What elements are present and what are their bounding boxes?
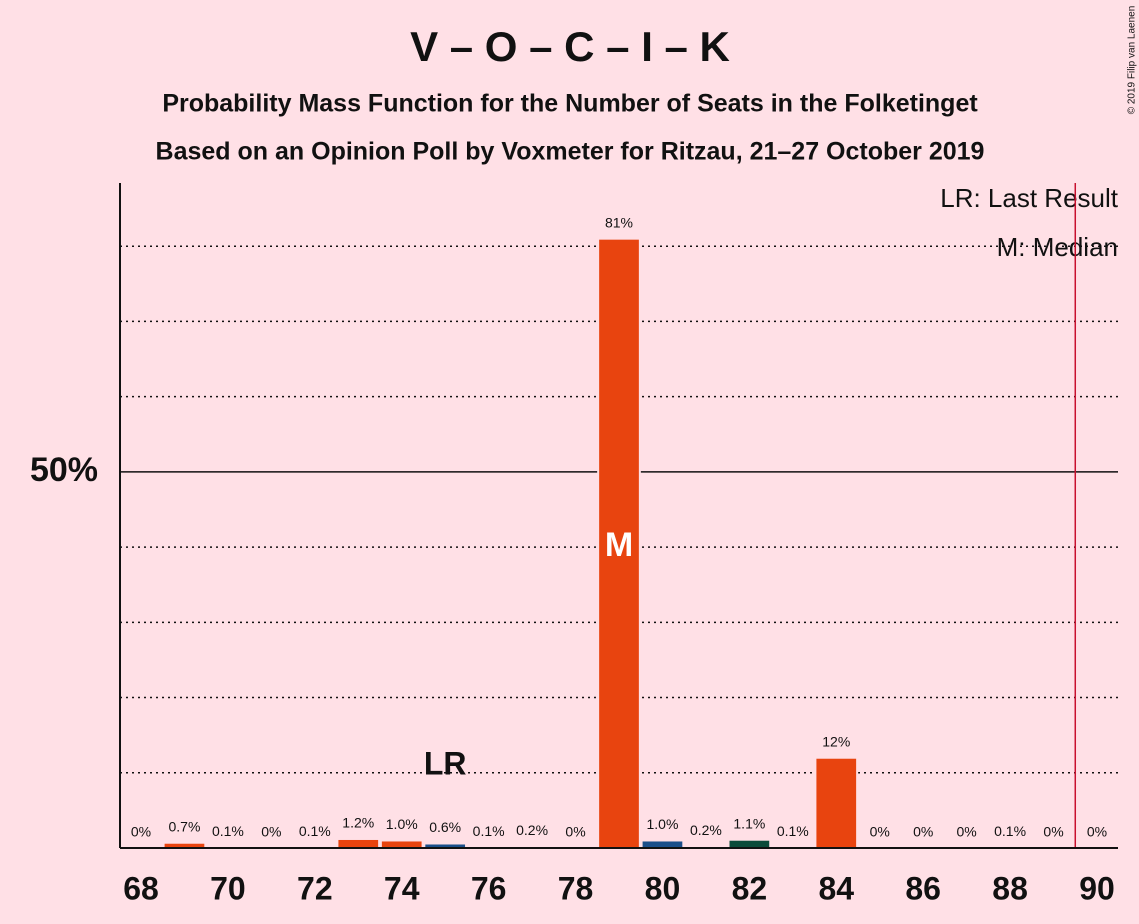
subtitle: Probability Mass Function for the Number… — [162, 90, 978, 118]
value-label: 1.1% — [733, 815, 765, 831]
x-tick-label: 86 — [905, 870, 941, 906]
value-label: 0.2% — [516, 822, 548, 838]
value-label: 0.1% — [777, 823, 809, 839]
value-label: 0% — [913, 824, 933, 840]
value-label: 0% — [870, 824, 890, 840]
x-tick-label: 84 — [818, 870, 854, 906]
value-label: 0% — [131, 824, 151, 840]
bar — [597, 237, 641, 849]
value-label: 0% — [1043, 824, 1063, 840]
subtitle: Based on an Opinion Poll by Voxmeter for… — [156, 138, 985, 166]
value-label: 1.0% — [646, 816, 678, 832]
x-tick-label: 80 — [645, 870, 681, 906]
chart-title: V – O – C – I – K — [410, 23, 730, 70]
value-label: 0.1% — [473, 823, 505, 839]
bar — [379, 839, 424, 849]
x-tick-label: 72 — [297, 870, 333, 906]
value-label: 0% — [957, 824, 977, 840]
value-label: 1.2% — [342, 815, 374, 831]
x-tick-label: 88 — [992, 870, 1028, 906]
legend-entry: LR: Last Result — [940, 183, 1119, 213]
value-label: 12% — [822, 733, 850, 749]
x-tick-label: 68 — [123, 870, 159, 906]
value-label: 0% — [261, 824, 281, 840]
x-tick-label: 74 — [384, 870, 420, 906]
y-tick-label: 50% — [30, 451, 98, 489]
bar — [640, 839, 685, 849]
value-label: 1.0% — [386, 816, 418, 832]
copyright: © 2019 Filip van Laenen — [1127, 6, 1138, 115]
value-label: 81% — [605, 214, 633, 230]
value-label: 0.1% — [212, 823, 244, 839]
x-tick-label: 70 — [210, 870, 246, 906]
value-label: 0.1% — [994, 823, 1026, 839]
x-tick-label: 82 — [732, 870, 768, 906]
value-label: 0.7% — [168, 818, 200, 834]
value-label: 0.1% — [299, 823, 331, 839]
value-label: 0.6% — [429, 819, 461, 835]
last-result-marker: LR — [424, 745, 467, 781]
x-tick-label: 78 — [558, 870, 594, 906]
x-tick-label: 90 — [1079, 870, 1115, 906]
bar — [814, 756, 859, 850]
x-tick-label: 76 — [471, 870, 507, 906]
median-marker: M — [605, 526, 633, 564]
bar — [727, 838, 772, 849]
value-label: 0% — [1087, 824, 1107, 840]
bar — [336, 837, 381, 849]
value-label: 0.2% — [690, 822, 722, 838]
value-label: 0% — [565, 824, 585, 840]
